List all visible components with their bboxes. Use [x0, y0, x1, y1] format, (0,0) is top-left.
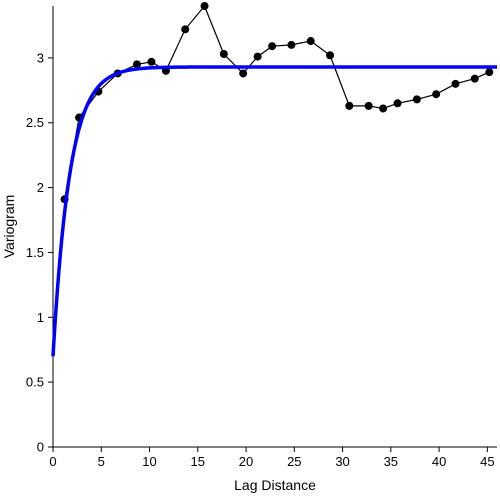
- y-tick-label: 0.5: [26, 375, 44, 390]
- empirical-point: [219, 49, 228, 58]
- empirical-point: [200, 2, 209, 10]
- y-tick-label: 3: [37, 50, 44, 65]
- axes: [52, 6, 497, 448]
- y-tick-label: 1: [37, 310, 44, 325]
- empirical-point: [287, 40, 296, 49]
- x-tick-label: 10: [142, 454, 156, 469]
- x-tick-label: 45: [480, 454, 494, 469]
- x-tick-label: 40: [432, 454, 446, 469]
- empirical-point: [268, 42, 277, 51]
- empirical-point: [364, 101, 373, 110]
- y-tick-label: 1.5: [26, 245, 44, 260]
- fitted-model-line: [51, 65, 498, 357]
- empirical-point: [470, 74, 479, 83]
- x-tick-label: 5: [98, 454, 105, 469]
- empirical-point: [147, 57, 156, 66]
- x-axis-title: Lag Distance: [234, 477, 316, 493]
- x-tick-label: 15: [191, 454, 205, 469]
- x-axis-ticks: 0 5 10 15 20 25 30 35 40 45: [49, 447, 495, 469]
- empirical-point: [253, 52, 262, 61]
- y-tick-label: 2: [37, 180, 44, 195]
- empirical-point: [412, 95, 421, 104]
- empirical-point: [326, 51, 335, 60]
- empirical-point: [345, 101, 354, 110]
- empirical-series-line: [64, 4, 490, 200]
- empirical-point: [432, 90, 441, 99]
- empirical-point: [393, 99, 402, 108]
- x-tick-label: 20: [239, 454, 253, 469]
- x-tick-label: 0: [49, 454, 56, 469]
- y-tick-label: 2.5: [26, 115, 44, 130]
- y-axis-title: Variogram: [1, 195, 17, 259]
- empirical-point: [132, 60, 141, 69]
- empirical-point: [306, 37, 315, 46]
- empirical-point: [379, 104, 388, 113]
- x-tick-label: 35: [384, 454, 398, 469]
- fitted-model-series: [51, 65, 498, 357]
- empirical-variogram-series: [60, 2, 494, 204]
- x-tick-label: 30: [335, 454, 349, 469]
- empirical-point: [181, 25, 190, 34]
- empirical-point: [451, 79, 460, 88]
- y-axis-ticks: 0 0.5 1 1.5 2 2.5 3: [26, 50, 53, 455]
- y-tick-label: 0: [37, 440, 44, 455]
- empirical-point: [485, 68, 494, 77]
- x-tick-label: 25: [287, 454, 301, 469]
- empirical-point: [239, 69, 248, 78]
